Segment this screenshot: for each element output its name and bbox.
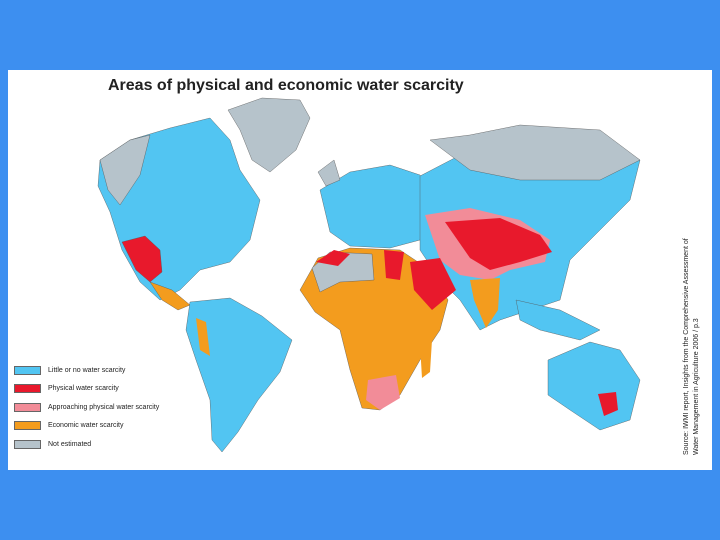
us-southwest [121, 235, 163, 283]
north-asia [429, 124, 641, 181]
africa [299, 247, 449, 411]
south-america [185, 297, 293, 453]
legend-swatch [14, 421, 41, 430]
andes-economic [196, 318, 210, 356]
legend-swatch [14, 439, 41, 449]
australia-southeast [598, 392, 618, 416]
legend-label: Approaching physical water scarcity [48, 403, 160, 411]
legend-swatch [14, 365, 41, 375]
alaska-canada-north [99, 134, 151, 206]
legend-label: Little or no water scarcity [48, 366, 126, 374]
source-line: Water Management in Agriculture 2006 / p… [693, 318, 700, 455]
legend-label: Physical water scarcity [48, 385, 119, 392]
madagascar [420, 340, 432, 378]
iceland [317, 159, 341, 187]
central-america [149, 281, 191, 311]
source-note: Source: IWMI report, Insights from the C… [682, 238, 702, 455]
legend-swatch [14, 402, 41, 412]
source-line: Source: IWMI report, Insights from the C… [683, 238, 690, 455]
india [470, 278, 500, 328]
legend-item: Economic water scarcity [14, 418, 159, 434]
legend-label: Economic water scarcity [48, 422, 124, 429]
map-title: Areas of physical and economic water sca… [108, 77, 464, 94]
legend: Little or no water scarcity Physical wate… [14, 362, 159, 455]
greenland [227, 97, 311, 173]
indonesia [515, 299, 601, 341]
southern-africa [366, 375, 400, 410]
arabia [410, 258, 456, 310]
legend-item: Little or no water scarcity [14, 362, 159, 378]
legend-swatch [14, 384, 41, 393]
legend-label: Not estimated [48, 440, 92, 448]
legend-item: Not estimated [14, 436, 159, 452]
australia [547, 341, 641, 431]
legend-item: Approaching physical water scarcity [14, 399, 159, 415]
legend-item: Physical water scarcity [14, 381, 159, 397]
asia-physical [445, 218, 552, 270]
north-africa [316, 250, 404, 280]
